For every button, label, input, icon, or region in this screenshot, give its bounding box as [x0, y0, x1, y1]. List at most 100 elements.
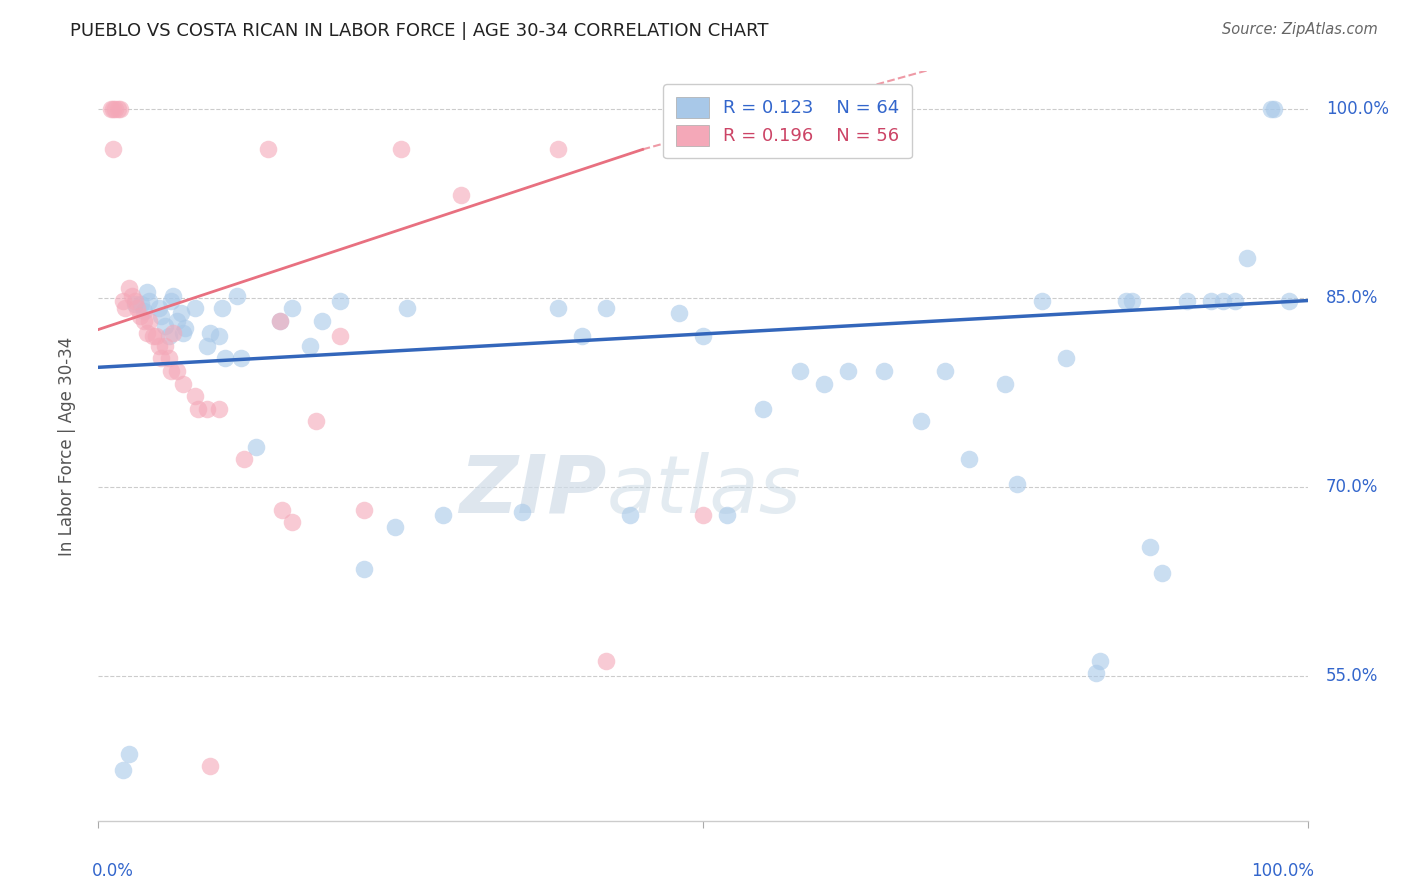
Point — [211, 301, 233, 315]
Point — [195, 401, 218, 416]
Point — [169, 306, 191, 320]
Text: 100.0%: 100.0% — [1250, 862, 1313, 880]
Point — [157, 328, 180, 343]
Point — [384, 520, 406, 534]
Point — [256, 143, 278, 157]
Point — [1175, 293, 1198, 308]
Point — [619, 508, 641, 522]
Point — [1085, 666, 1108, 681]
Point — [281, 515, 304, 529]
Point — [142, 328, 165, 343]
Point — [111, 764, 134, 778]
Point — [128, 309, 150, 323]
Point — [353, 562, 375, 576]
Point — [157, 351, 180, 366]
Point — [174, 321, 197, 335]
Point — [134, 303, 156, 318]
Point — [118, 281, 141, 295]
Point — [547, 143, 569, 157]
Point — [329, 293, 352, 308]
Point — [837, 364, 859, 378]
Point — [353, 502, 375, 516]
Point — [187, 401, 209, 416]
Point — [1199, 293, 1222, 308]
Point — [245, 440, 267, 454]
Point — [153, 339, 176, 353]
Point — [124, 297, 146, 311]
Point — [166, 364, 188, 378]
Point — [184, 389, 207, 403]
Point — [595, 654, 617, 668]
Point — [101, 143, 124, 157]
Point — [1212, 293, 1234, 308]
Point — [1236, 251, 1258, 265]
Point — [121, 288, 143, 302]
Point — [1260, 102, 1282, 116]
Point — [692, 328, 714, 343]
Point — [129, 297, 152, 311]
Point — [208, 401, 231, 416]
Point — [195, 339, 218, 353]
Point — [145, 328, 167, 343]
Point — [1007, 477, 1029, 491]
Point — [135, 285, 157, 299]
Point — [166, 314, 188, 328]
Legend: R = 0.123    N = 64, R = 0.196    N = 56: R = 0.123 N = 64, R = 0.196 N = 56 — [664, 84, 912, 159]
Point — [101, 102, 124, 116]
Point — [148, 339, 170, 353]
Point — [269, 314, 291, 328]
Point — [1139, 541, 1161, 555]
Point — [1115, 293, 1137, 308]
Point — [150, 351, 173, 366]
Point — [432, 508, 454, 522]
Point — [162, 288, 184, 302]
Point — [198, 759, 221, 773]
Point — [114, 301, 136, 315]
Point — [1054, 351, 1077, 366]
Point — [172, 376, 194, 391]
Point — [172, 326, 194, 341]
Point — [813, 376, 835, 391]
Point — [1278, 293, 1301, 308]
Point — [198, 326, 221, 341]
Point — [184, 301, 207, 315]
Point — [150, 309, 173, 323]
Text: 100.0%: 100.0% — [1326, 100, 1389, 118]
Y-axis label: In Labor Force | Age 30-34: In Labor Force | Age 30-34 — [58, 336, 76, 556]
Point — [1121, 293, 1143, 308]
Point — [162, 326, 184, 341]
Point — [124, 293, 146, 308]
Point — [311, 314, 333, 328]
Point — [789, 364, 811, 378]
Point — [395, 301, 418, 315]
Point — [716, 508, 738, 522]
Text: ZIP: ZIP — [458, 452, 606, 530]
Point — [208, 328, 231, 343]
Point — [389, 143, 412, 157]
Point — [510, 505, 533, 519]
Point — [595, 301, 617, 315]
Point — [571, 328, 593, 343]
Point — [1031, 293, 1053, 308]
Point — [957, 452, 980, 467]
Point — [1223, 293, 1246, 308]
Point — [160, 293, 183, 308]
Point — [153, 318, 176, 333]
Text: atlas: atlas — [606, 452, 801, 530]
Point — [281, 301, 304, 315]
Point — [229, 351, 252, 366]
Point — [1088, 654, 1111, 668]
Point — [752, 401, 775, 416]
Point — [118, 747, 141, 761]
Point — [450, 187, 472, 202]
Point — [111, 293, 134, 308]
Point — [1263, 102, 1285, 116]
Text: 85.0%: 85.0% — [1326, 289, 1378, 307]
Point — [107, 102, 129, 116]
Point — [668, 306, 690, 320]
Point — [148, 301, 170, 315]
Point — [1152, 566, 1174, 580]
Point — [100, 102, 122, 116]
Point — [214, 351, 236, 366]
Point — [160, 364, 183, 378]
